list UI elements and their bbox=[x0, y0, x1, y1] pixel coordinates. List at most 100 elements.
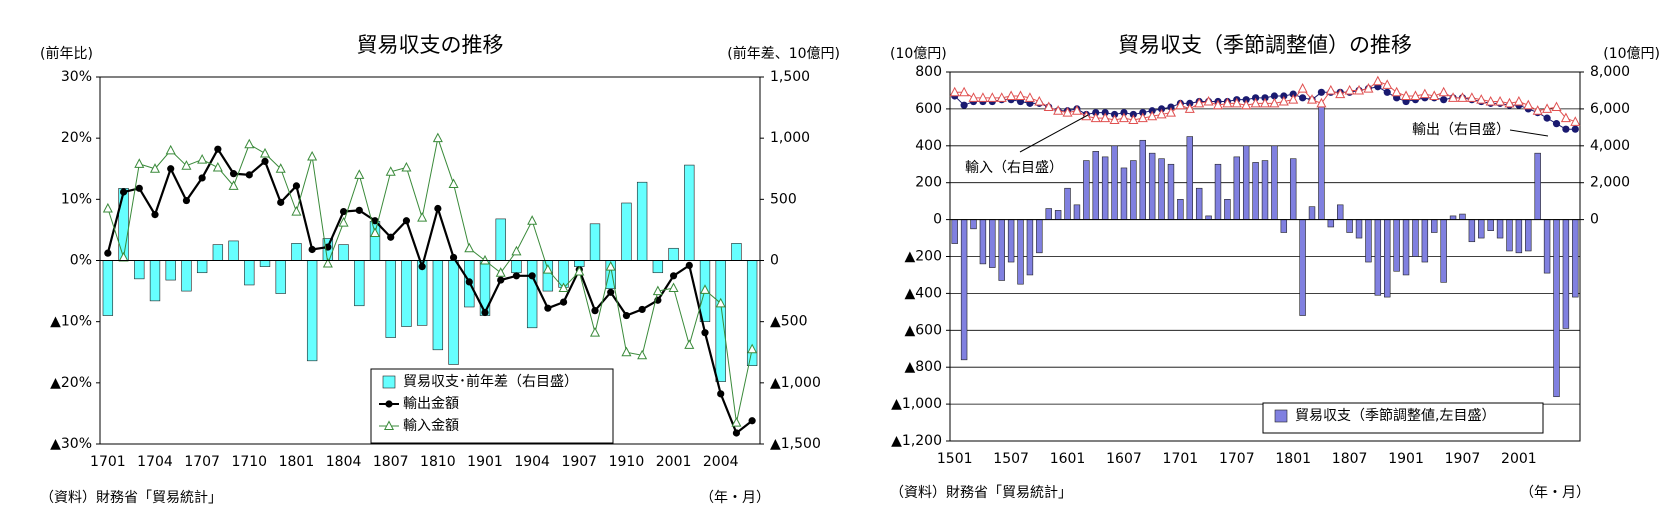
bar bbox=[291, 243, 302, 261]
marker bbox=[1053, 105, 1064, 115]
bar bbox=[448, 260, 459, 365]
bar bbox=[1346, 219, 1353, 233]
bar bbox=[589, 223, 601, 261]
bar bbox=[652, 260, 664, 274]
marker bbox=[1513, 95, 1524, 106]
y-tick-label: 20% bbox=[61, 130, 92, 146]
marker bbox=[715, 297, 726, 308]
x-tick-label: 2001 bbox=[656, 454, 692, 470]
marker bbox=[385, 400, 393, 408]
bar bbox=[306, 260, 318, 362]
marker bbox=[977, 92, 988, 102]
y-tick-label: 600 bbox=[915, 101, 942, 117]
legend-box bbox=[370, 368, 614, 444]
bar bbox=[1036, 219, 1043, 254]
bar bbox=[1421, 219, 1429, 263]
marker bbox=[511, 245, 522, 256]
bar bbox=[1337, 204, 1344, 220]
y2-tick-label: 500 bbox=[770, 191, 797, 207]
marker bbox=[622, 311, 631, 320]
marker bbox=[261, 157, 269, 166]
bar bbox=[1224, 199, 1231, 220]
y2-axis-label: (前年差、10億円) bbox=[727, 45, 840, 62]
x-tick-label: 1607 bbox=[1106, 451, 1142, 467]
marker bbox=[1542, 103, 1553, 113]
chart-title: 貿易収支（季節調整値）の推移 bbox=[1118, 33, 1412, 57]
bar bbox=[1308, 206, 1316, 220]
marker bbox=[387, 233, 395, 241]
marker bbox=[1344, 84, 1355, 95]
y-tick-label: ▲1,200 bbox=[891, 433, 942, 449]
marker bbox=[449, 253, 458, 262]
bar bbox=[1261, 160, 1269, 220]
bar bbox=[369, 221, 381, 261]
marker bbox=[1203, 95, 1214, 106]
marker bbox=[135, 184, 143, 192]
y2-tick-label: 8,000 bbox=[1590, 64, 1630, 80]
bar bbox=[1054, 210, 1062, 220]
marker bbox=[495, 267, 506, 277]
bar bbox=[1402, 219, 1410, 276]
bar bbox=[1355, 219, 1363, 239]
marker bbox=[149, 163, 161, 173]
marker bbox=[685, 261, 693, 269]
marker bbox=[338, 217, 349, 227]
bar bbox=[416, 260, 428, 326]
marker bbox=[968, 92, 979, 102]
bar bbox=[636, 181, 648, 261]
marker bbox=[119, 188, 128, 196]
y-tick-label: ▲1,000 bbox=[891, 396, 942, 412]
y2-tick-label: 6,000 bbox=[1590, 101, 1630, 117]
y-tick-label: ▲800 bbox=[905, 359, 943, 375]
bar bbox=[511, 260, 522, 274]
bar bbox=[275, 260, 286, 294]
bar bbox=[1384, 219, 1391, 298]
marker bbox=[1532, 105, 1543, 115]
bar bbox=[1412, 219, 1419, 257]
bar bbox=[1431, 219, 1438, 233]
marker bbox=[1100, 112, 1111, 123]
marker bbox=[1006, 90, 1017, 100]
marker bbox=[1316, 97, 1327, 108]
marker bbox=[165, 144, 176, 155]
marker bbox=[1523, 99, 1534, 110]
bar bbox=[149, 260, 161, 302]
y2-axis-label: (10億円) bbox=[1603, 46, 1660, 62]
bar bbox=[1543, 219, 1551, 274]
legend-label: 輸入金額 bbox=[403, 418, 459, 434]
bar bbox=[526, 260, 538, 329]
y-tick-label: 0% bbox=[70, 253, 92, 269]
marker bbox=[275, 163, 286, 173]
marker bbox=[1109, 114, 1120, 124]
y-axis-label: (前年比) bbox=[40, 45, 93, 62]
legend-swatch bbox=[382, 375, 396, 389]
marker bbox=[197, 153, 208, 164]
marker bbox=[228, 180, 239, 190]
marker bbox=[1383, 88, 1391, 96]
bar bbox=[1158, 158, 1165, 220]
y2-tick-label: 4,000 bbox=[1590, 138, 1630, 154]
bar bbox=[715, 260, 726, 382]
marker bbox=[134, 158, 145, 168]
marker bbox=[1440, 96, 1448, 104]
marker bbox=[1448, 92, 1459, 102]
bar bbox=[1045, 208, 1052, 220]
x-tick-label: 1501 bbox=[937, 451, 973, 467]
marker bbox=[1062, 107, 1073, 117]
bar bbox=[1130, 160, 1137, 220]
y2-tick-label: 2,000 bbox=[1590, 175, 1630, 191]
marker bbox=[1175, 99, 1186, 110]
y-tick-label: 0 bbox=[933, 212, 942, 228]
marker bbox=[259, 147, 271, 158]
marker bbox=[558, 282, 569, 293]
annotation: 輸入（右目盛） bbox=[965, 160, 1063, 176]
marker bbox=[481, 308, 489, 317]
y-tick-label: 800 bbox=[915, 64, 942, 80]
marker bbox=[1570, 116, 1581, 126]
legend-box bbox=[1262, 402, 1544, 434]
marker bbox=[701, 329, 709, 337]
bar bbox=[1468, 219, 1476, 243]
bar bbox=[951, 219, 958, 244]
marker bbox=[542, 264, 553, 274]
